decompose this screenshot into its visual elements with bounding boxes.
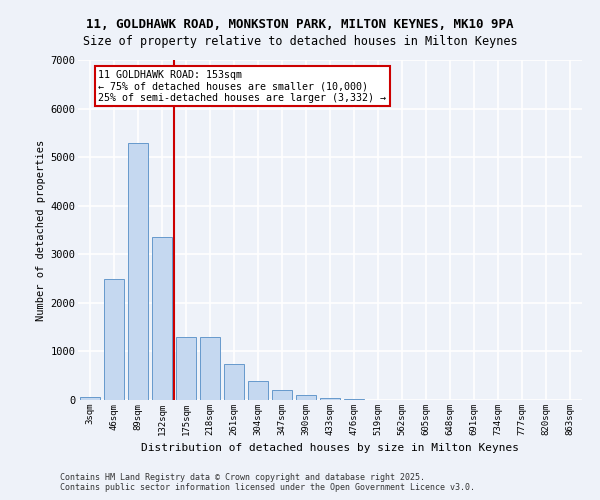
Text: Contains HM Land Registry data © Crown copyright and database right 2025.
Contai: Contains HM Land Registry data © Crown c…	[60, 473, 475, 492]
Bar	[272, 390, 292, 400]
Bar	[248, 381, 268, 400]
Text: 11 GOLDHAWK ROAD: 153sqm
← 75% of detached houses are smaller (10,000)
25% of se: 11 GOLDHAWK ROAD: 153sqm ← 75% of detach…	[98, 70, 386, 103]
Bar	[104, 278, 124, 400]
Bar	[80, 397, 100, 400]
Bar	[152, 238, 172, 400]
Y-axis label: Number of detached properties: Number of detached properties	[36, 140, 46, 320]
X-axis label: Distribution of detached houses by size in Milton Keynes: Distribution of detached houses by size …	[141, 444, 519, 454]
Bar	[176, 337, 196, 400]
Text: 11, GOLDHAWK ROAD, MONKSTON PARK, MILTON KEYNES, MK10 9PA: 11, GOLDHAWK ROAD, MONKSTON PARK, MILTON…	[86, 18, 514, 30]
Bar	[200, 337, 220, 400]
Bar	[296, 394, 316, 400]
Bar	[320, 398, 340, 400]
Bar	[344, 398, 364, 400]
Text: Size of property relative to detached houses in Milton Keynes: Size of property relative to detached ho…	[83, 35, 517, 48]
Bar	[224, 364, 244, 400]
Bar	[128, 142, 148, 400]
